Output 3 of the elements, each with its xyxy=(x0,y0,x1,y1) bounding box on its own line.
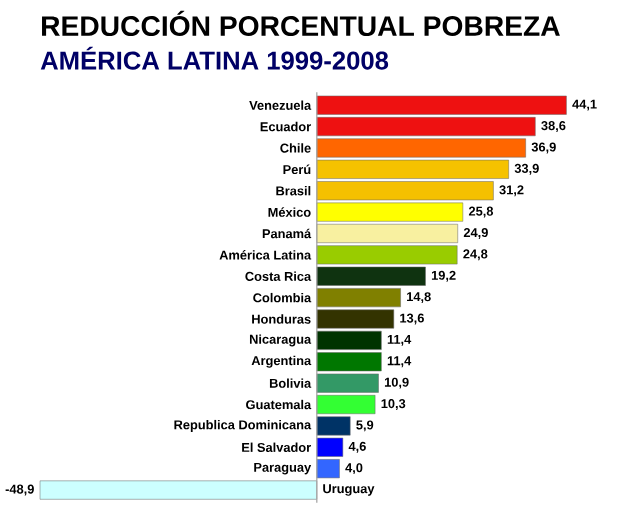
chart-subtitle: AMÉRICA LATINA 1999-2008 xyxy=(40,46,389,70)
chart-title: REDUCCIÓN PORCENTUAL POBREZA xyxy=(42,10,560,37)
bar xyxy=(39,480,318,500)
